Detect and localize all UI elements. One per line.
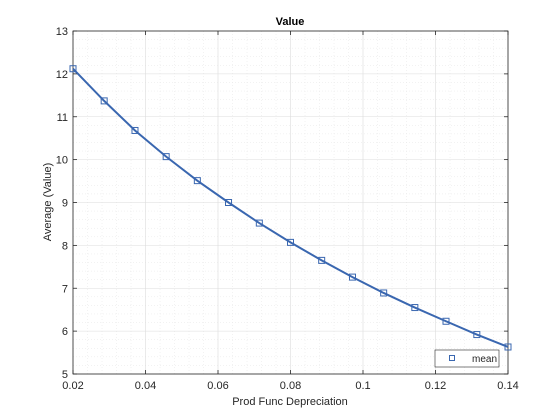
data-point bbox=[473, 331, 481, 339]
y-tick-label: 8 bbox=[62, 240, 68, 252]
y-tick-label: 11 bbox=[57, 112, 68, 124]
data-point bbox=[69, 65, 77, 73]
data-point bbox=[411, 304, 419, 312]
series-line-mean bbox=[72, 68, 509, 348]
legend-entry-mean: mean bbox=[472, 354, 497, 365]
y-tick-label: 10 bbox=[56, 155, 68, 167]
series-layer bbox=[69, 65, 512, 351]
data-point bbox=[193, 177, 201, 185]
y-tick-label: 13 bbox=[56, 26, 68, 38]
x-axis-label: Prod Func Depreciation bbox=[232, 396, 348, 408]
y-tick-label: 6 bbox=[62, 326, 68, 338]
y-tick-label: 7 bbox=[62, 283, 68, 295]
legend-box bbox=[434, 349, 500, 368]
data-point bbox=[225, 199, 233, 206]
x-tick-label: 0.06 bbox=[207, 380, 228, 392]
data-point bbox=[287, 238, 294, 246]
x-tick-label: 0.04 bbox=[135, 380, 156, 392]
x-tick-labels: 0.02 0.04 0.06 0.08 0.1 0.12 0.14 bbox=[62, 380, 518, 392]
x-tick-label: 0.02 bbox=[62, 380, 83, 392]
x-tick-label: 0.1 bbox=[355, 380, 370, 392]
data-point bbox=[442, 317, 450, 325]
data-point bbox=[162, 153, 170, 161]
data-point bbox=[318, 256, 326, 264]
data-point bbox=[348, 273, 356, 281]
y-tick-label: 5 bbox=[62, 369, 68, 381]
legend: mean bbox=[434, 349, 500, 368]
x-tick-label: 0.08 bbox=[280, 380, 301, 392]
y-tick-label: 12 bbox=[56, 69, 68, 81]
legend-marker-square bbox=[449, 355, 455, 361]
axis-ticks bbox=[72, 30, 509, 375]
x-tick-label: 0.12 bbox=[425, 380, 446, 392]
y-tick-label: 9 bbox=[62, 198, 68, 210]
x-tick-label: 0.14 bbox=[497, 380, 518, 392]
data-point bbox=[131, 126, 139, 134]
data-point bbox=[100, 97, 108, 105]
data-point bbox=[255, 219, 263, 227]
y-tick-labels: 5 6 7 8 9 10 11 12 13 bbox=[56, 26, 68, 381]
y-axis-label: Average (Value) bbox=[42, 163, 54, 241]
chart-title: Value bbox=[276, 16, 305, 28]
data-point bbox=[504, 343, 512, 351]
data-point bbox=[380, 289, 388, 297]
